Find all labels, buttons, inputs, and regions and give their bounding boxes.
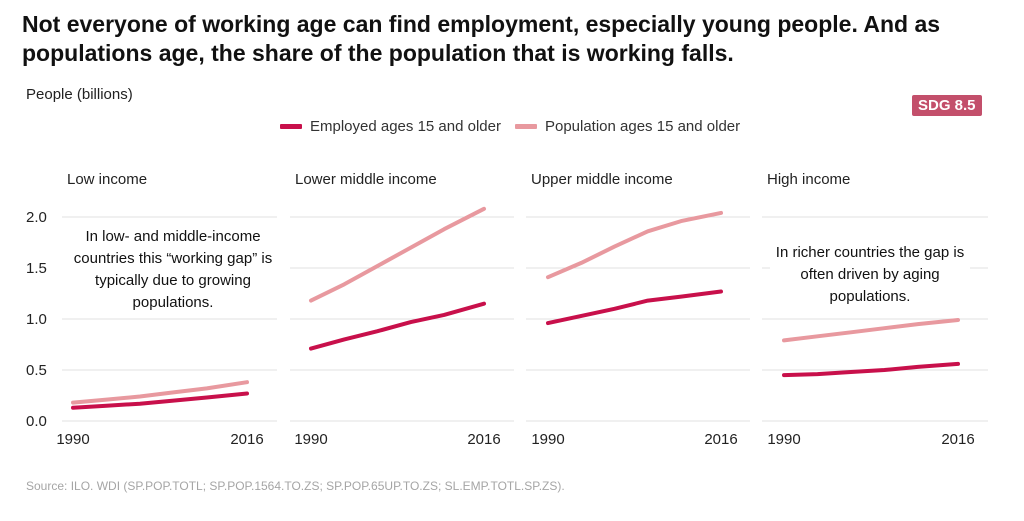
series-line-employed [782,361,960,378]
y-tick-label: 2.0 [26,209,47,226]
series-line-employed [71,391,249,410]
legend-swatch-population [514,124,537,129]
series-line-population [309,206,486,303]
panel-title: Low income [67,171,147,188]
chart-title: Not everyone of working age can find emp… [22,11,941,66]
legend-swatch-employed [280,124,302,129]
legend-item-employed: Employed ages 15 and older [280,118,501,135]
series-line-population [71,380,249,405]
y-tick-label: 0.0 [26,413,47,430]
series-line-employed [546,289,723,326]
x-tick-label: 1990 [56,431,89,448]
small-multiples-chart: 0.0 0.5 1.0 1.5 2.0 Low income 1990 2016 Lower m… [26,171,988,448]
legend-label-population: Population ages 15 and older [544,118,741,135]
panel-title: Upper middle income [531,171,673,188]
source-note: Source: ILO. WDI (SP.POP.TOTL; SP.POP.15… [26,479,565,493]
panel-title: Lower middle income [295,171,437,188]
x-tick-label: 2016 [941,431,974,448]
x-tick-label: 1990 [767,431,800,448]
x-tick-label: 2016 [704,431,737,448]
legend-item-population: Population ages 15 and older [514,118,741,135]
sdg-badge: SDG 8.5 [912,95,982,116]
legend-label-employed: Employed ages 15 and older [310,118,501,135]
y-axis-unit-label: People (billions) [26,86,133,103]
legend: Employed ages 15 and older Population ag… [280,118,754,135]
series-line-population [546,210,723,280]
annotation-left: In low- and middle-income countries this… [62,226,284,314]
x-tick-label: 1990 [531,431,564,448]
series-line-population [782,318,960,343]
series-line-employed [309,301,486,351]
x-tick-label: 2016 [230,431,263,448]
y-tick-label: 1.0 [26,311,47,328]
annotation-right: In richer countries the gap is often dri… [770,242,970,308]
y-tick-label: 1.5 [26,260,47,277]
panel-title: High income [767,171,850,188]
y-tick-label: 0.5 [26,362,47,379]
x-tick-label: 2016 [467,431,500,448]
x-tick-label: 1990 [294,431,327,448]
